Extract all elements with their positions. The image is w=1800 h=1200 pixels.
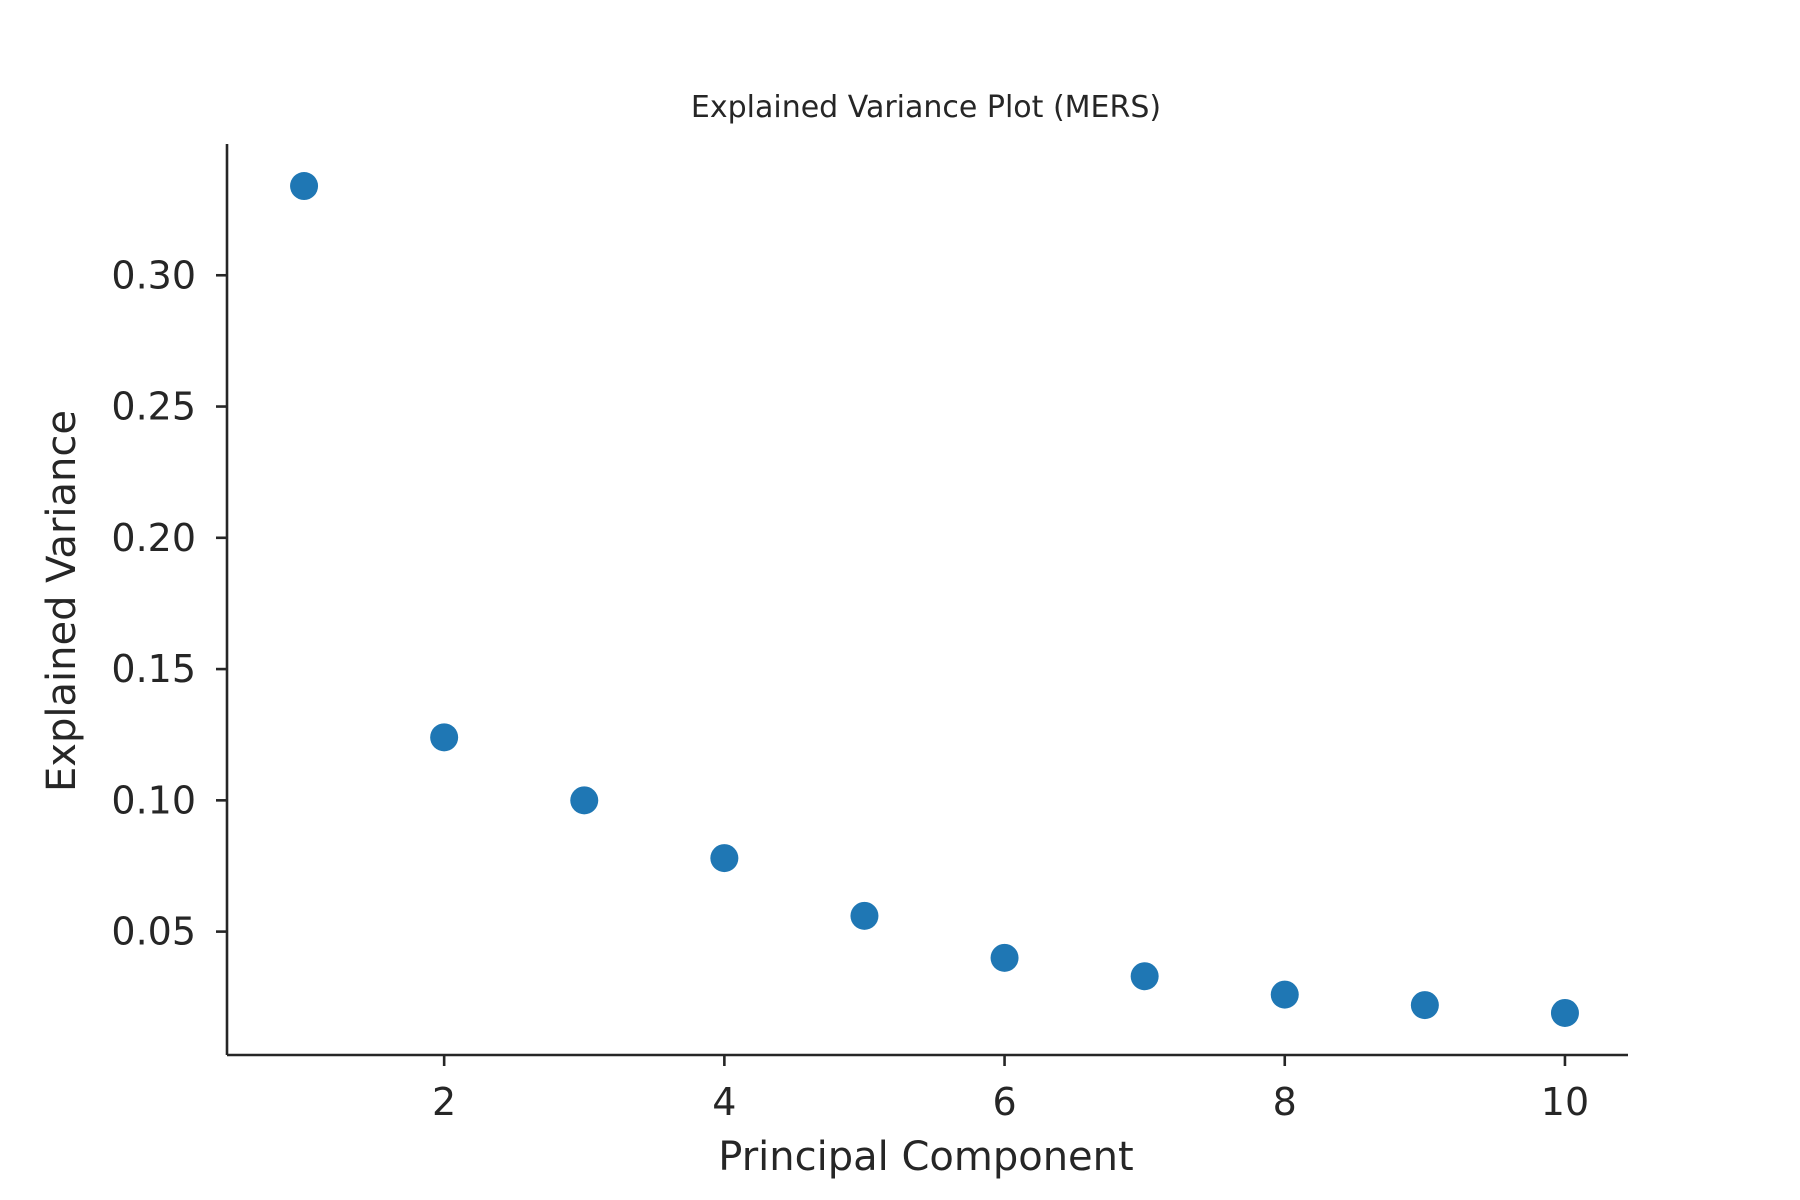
ticks-layer: 2 4 6 8 10 0.05 0.10 0.15 0.20 0.25 0.30 [111,253,1589,1124]
data-point [1270,980,1299,1009]
data-point [290,172,319,201]
y-tick-label: 0.30 [111,253,196,297]
x-axis-label: Principal Component [718,1134,1133,1180]
x-tick-label: 10 [1541,1080,1589,1124]
y-tick-label: 0.25 [111,385,196,429]
data-point [1130,962,1159,991]
data-point [990,943,1019,972]
y-tick-label: 0.20 [111,516,196,560]
points-layer [290,172,1579,1027]
data-point [1550,998,1579,1027]
chart-title: Explained Variance Plot (MERS) [691,90,1161,125]
y-tick-label: 0.10 [111,778,196,822]
y-axis-label: Explained Variance [39,410,85,792]
x-tick-label: 8 [1273,1080,1297,1124]
data-point [430,723,459,752]
x-tick-label: 6 [992,1080,1016,1124]
x-tick-label: 4 [712,1080,736,1124]
data-point [850,901,879,930]
data-point [1410,991,1439,1020]
data-point [570,786,599,815]
x-tick-label: 2 [432,1080,456,1124]
y-tick-label: 0.05 [111,910,196,954]
y-tick-label: 0.15 [111,647,196,691]
data-point [710,844,739,873]
